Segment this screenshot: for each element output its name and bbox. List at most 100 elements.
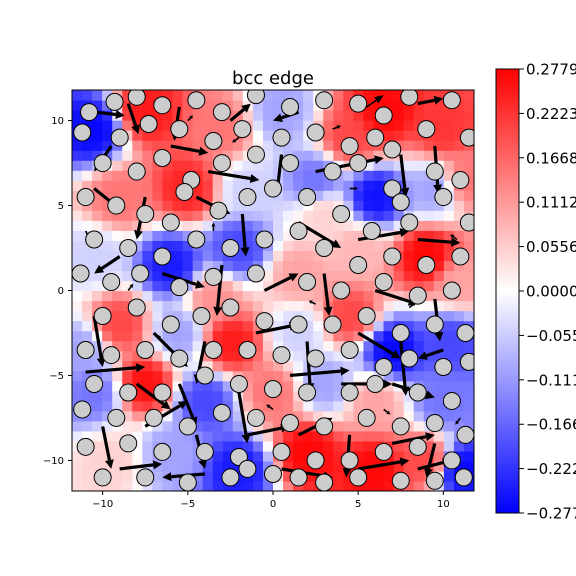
field-cell bbox=[162, 90, 174, 101]
field-cell bbox=[102, 380, 113, 392]
field-cell bbox=[423, 100, 435, 111]
field-cell bbox=[252, 450, 264, 462]
field-cell bbox=[92, 210, 103, 221]
field-cell bbox=[92, 360, 103, 372]
field-cell bbox=[112, 150, 123, 161]
field-cell bbox=[72, 390, 83, 402]
field-cell bbox=[112, 480, 123, 491]
field-cell bbox=[413, 340, 425, 352]
field-cell bbox=[192, 390, 204, 402]
field-cell bbox=[343, 110, 354, 121]
field-cell bbox=[142, 400, 153, 412]
field-cell bbox=[393, 440, 405, 452]
field-cell bbox=[303, 170, 314, 181]
atom-marker bbox=[153, 148, 172, 167]
field-cell bbox=[363, 240, 375, 251]
field-cell bbox=[403, 410, 415, 422]
atom-marker bbox=[434, 188, 453, 207]
field-cell bbox=[92, 290, 103, 302]
field-cell bbox=[323, 460, 334, 472]
atom-marker bbox=[374, 357, 393, 376]
atom-marker bbox=[400, 213, 419, 232]
atom-marker bbox=[161, 213, 180, 232]
field-cell bbox=[242, 290, 254, 302]
field-cell bbox=[152, 170, 164, 181]
atom-marker bbox=[357, 408, 376, 427]
field-cell bbox=[192, 360, 204, 372]
displacement-arrow bbox=[357, 331, 401, 359]
atom-marker bbox=[281, 414, 300, 433]
field-cell bbox=[172, 410, 184, 422]
field-cell bbox=[403, 130, 415, 141]
field-cell bbox=[463, 180, 474, 191]
field-cell bbox=[373, 430, 385, 442]
field-cell bbox=[82, 210, 93, 221]
field-cell bbox=[303, 100, 314, 111]
field-cell bbox=[152, 400, 164, 412]
field-cell bbox=[202, 380, 214, 392]
field-cell bbox=[413, 360, 425, 372]
field-cell bbox=[262, 200, 274, 211]
y-tick-label: 10 bbox=[51, 116, 64, 127]
field-cell bbox=[142, 290, 153, 302]
field-cell bbox=[313, 110, 324, 121]
field-cell bbox=[393, 300, 405, 312]
field-cell bbox=[132, 370, 143, 382]
field-cell bbox=[152, 190, 164, 201]
field-cell bbox=[202, 110, 214, 121]
field-cell bbox=[373, 420, 385, 432]
field-cell bbox=[112, 370, 123, 382]
field-cell bbox=[252, 480, 264, 491]
field-cell bbox=[232, 440, 244, 452]
field-cell bbox=[232, 330, 244, 342]
field-cell bbox=[353, 290, 365, 302]
field-cell bbox=[252, 460, 264, 472]
atom-marker bbox=[425, 162, 444, 181]
field-cell bbox=[403, 430, 415, 442]
field-cell bbox=[172, 100, 184, 111]
field-cell bbox=[283, 230, 294, 241]
field-cell bbox=[303, 90, 314, 101]
field-cell bbox=[202, 260, 214, 272]
field-cell bbox=[393, 280, 405, 292]
field-cell bbox=[333, 140, 344, 151]
field-cell bbox=[333, 90, 344, 101]
field-cell bbox=[122, 110, 133, 121]
field-cell bbox=[273, 370, 284, 382]
field-cell bbox=[293, 280, 304, 292]
field-cell bbox=[423, 450, 435, 462]
field-cell bbox=[72, 360, 83, 372]
field-cell bbox=[303, 250, 314, 262]
field-cell bbox=[102, 190, 113, 201]
field-cell bbox=[262, 210, 274, 221]
atom-marker bbox=[408, 437, 427, 456]
field-cell bbox=[82, 300, 93, 312]
field-cell bbox=[172, 230, 184, 241]
atom-marker bbox=[255, 312, 274, 331]
field-cell bbox=[182, 440, 194, 452]
field-cell bbox=[82, 260, 93, 272]
field-cell bbox=[273, 290, 284, 302]
field-cell bbox=[383, 310, 395, 322]
field-cell bbox=[363, 480, 375, 491]
field-cell bbox=[283, 390, 294, 402]
field-cell bbox=[273, 280, 284, 292]
field-cell bbox=[403, 320, 415, 332]
colorbar-tick-label: −0.2223 bbox=[526, 460, 576, 478]
atom-marker bbox=[204, 340, 223, 359]
field-cell bbox=[92, 200, 103, 211]
field-cell bbox=[333, 230, 344, 241]
field-cell bbox=[172, 150, 184, 161]
displacement-arrow bbox=[455, 417, 462, 425]
field-cell bbox=[383, 480, 395, 491]
atom-marker bbox=[144, 408, 163, 427]
field-cell bbox=[212, 220, 224, 231]
field-cell bbox=[393, 240, 405, 251]
field-cell bbox=[323, 370, 334, 382]
field-cell bbox=[463, 310, 474, 322]
field-cell bbox=[172, 340, 184, 352]
field-cell bbox=[222, 200, 234, 211]
field-cell bbox=[333, 470, 344, 482]
field-cell bbox=[433, 460, 445, 472]
field-cell bbox=[403, 400, 415, 412]
